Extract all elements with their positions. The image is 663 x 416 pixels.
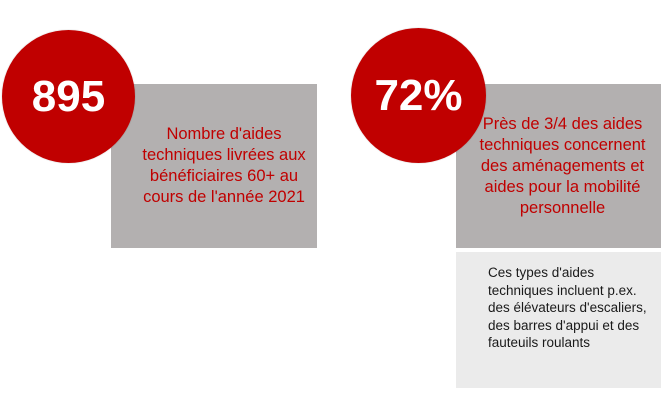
stat-1-value-circle: 895 — [2, 30, 135, 163]
stat-1-value: 895 — [31, 71, 106, 121]
stat-2-note: Ces types d'aides techniques incluent p.… — [488, 265, 647, 350]
stat-2-value-circle: 72% — [351, 28, 486, 163]
stat-1-description: Nombre d'aides techniques livrées aux bé… — [142, 125, 306, 206]
stat-2-description: Près de 3/4 des aides techniques concern… — [479, 114, 646, 217]
stat-2-note-box: Ces types d'aides techniques incluent p.… — [456, 252, 661, 388]
stat-2-value: 72% — [374, 70, 463, 120]
stat-1-description-box: Nombre d'aides techniques livrées aux bé… — [111, 84, 317, 248]
stat-2-description-box: Près de 3/4 des aides techniques concern… — [456, 84, 661, 248]
